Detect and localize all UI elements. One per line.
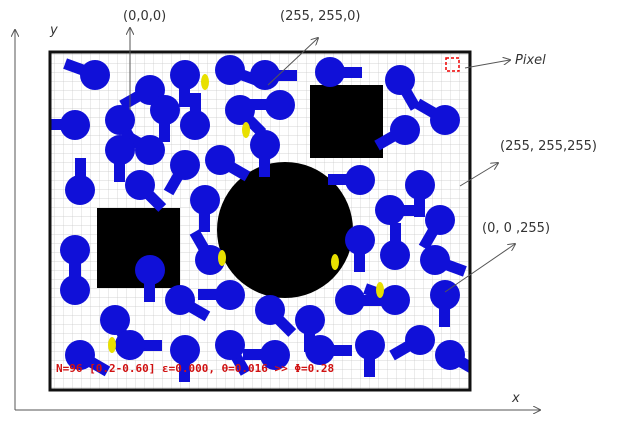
yellow-overlap	[108, 337, 116, 353]
blue-shape	[205, 145, 235, 175]
blue-shape	[315, 57, 345, 87]
blue-shape	[405, 325, 435, 355]
blue-shape	[295, 305, 325, 335]
blue-shape	[405, 170, 435, 200]
blue-shape	[150, 95, 180, 125]
label-black: (0,0,0)	[123, 9, 166, 24]
blue-shape	[335, 285, 365, 315]
x-axis-label: x	[511, 391, 520, 406]
blue-shape	[420, 245, 450, 275]
yellow-overlap	[218, 250, 226, 266]
y-axis-label: y	[49, 23, 58, 38]
blue-shape	[430, 105, 460, 135]
blue-shape	[165, 285, 195, 315]
blue-shape	[380, 240, 410, 270]
blue-shape	[65, 175, 95, 205]
blue-shape	[170, 150, 200, 180]
blue-shape	[250, 60, 280, 90]
blue-shape	[80, 60, 110, 90]
label-white: (255, 255,255)	[500, 139, 597, 154]
blue-shape	[390, 115, 420, 145]
blue-shape	[215, 280, 245, 310]
blue-shape	[385, 65, 415, 95]
label-pixel: Pixel	[515, 53, 546, 68]
yellow-overlap	[331, 254, 339, 270]
blue-shape	[425, 205, 455, 235]
blue-shape	[345, 225, 375, 255]
blue-shape	[250, 130, 280, 160]
blue-shape	[215, 55, 245, 85]
blue-shape	[355, 330, 385, 360]
blue-shape	[180, 110, 210, 140]
blue-shape	[135, 255, 165, 285]
blue-shape	[105, 135, 135, 165]
blue-shape	[100, 305, 130, 335]
label-blue: (0, 0 ,255)	[482, 221, 550, 236]
blue-shape	[135, 135, 165, 165]
blue-shape	[125, 170, 155, 200]
blue-shape	[60, 110, 90, 140]
blue-shape	[265, 90, 295, 120]
yellow-overlap	[376, 282, 384, 298]
blue-shape	[435, 340, 465, 370]
blue-shape	[170, 335, 200, 365]
black-square	[310, 85, 383, 158]
yellow-overlap	[242, 122, 250, 138]
status-text: N=96 [0.2-0.60] ε=0.000, θ=0.016 >> Φ=0.…	[56, 362, 334, 375]
blue-shape	[345, 165, 375, 195]
blue-shape	[375, 195, 405, 225]
blue-shape	[190, 185, 220, 215]
page: {"axes": {"x": "x", "y": "y"}, "labels":…	[0, 0, 627, 423]
arrow	[465, 60, 510, 68]
blue-shape	[115, 330, 145, 360]
blue-shape	[170, 60, 200, 90]
yellow-overlap	[201, 74, 209, 90]
blue-shape	[380, 285, 410, 315]
label-yellow: (255, 255,0)	[280, 9, 360, 24]
blue-shape	[215, 330, 245, 360]
blue-shape	[255, 295, 285, 325]
diagram: y x N=96 [0.2-0.60] ε=0.000, θ=0.016 >> …	[0, 0, 627, 423]
blue-shape	[305, 335, 335, 365]
blue-shape	[60, 235, 90, 265]
